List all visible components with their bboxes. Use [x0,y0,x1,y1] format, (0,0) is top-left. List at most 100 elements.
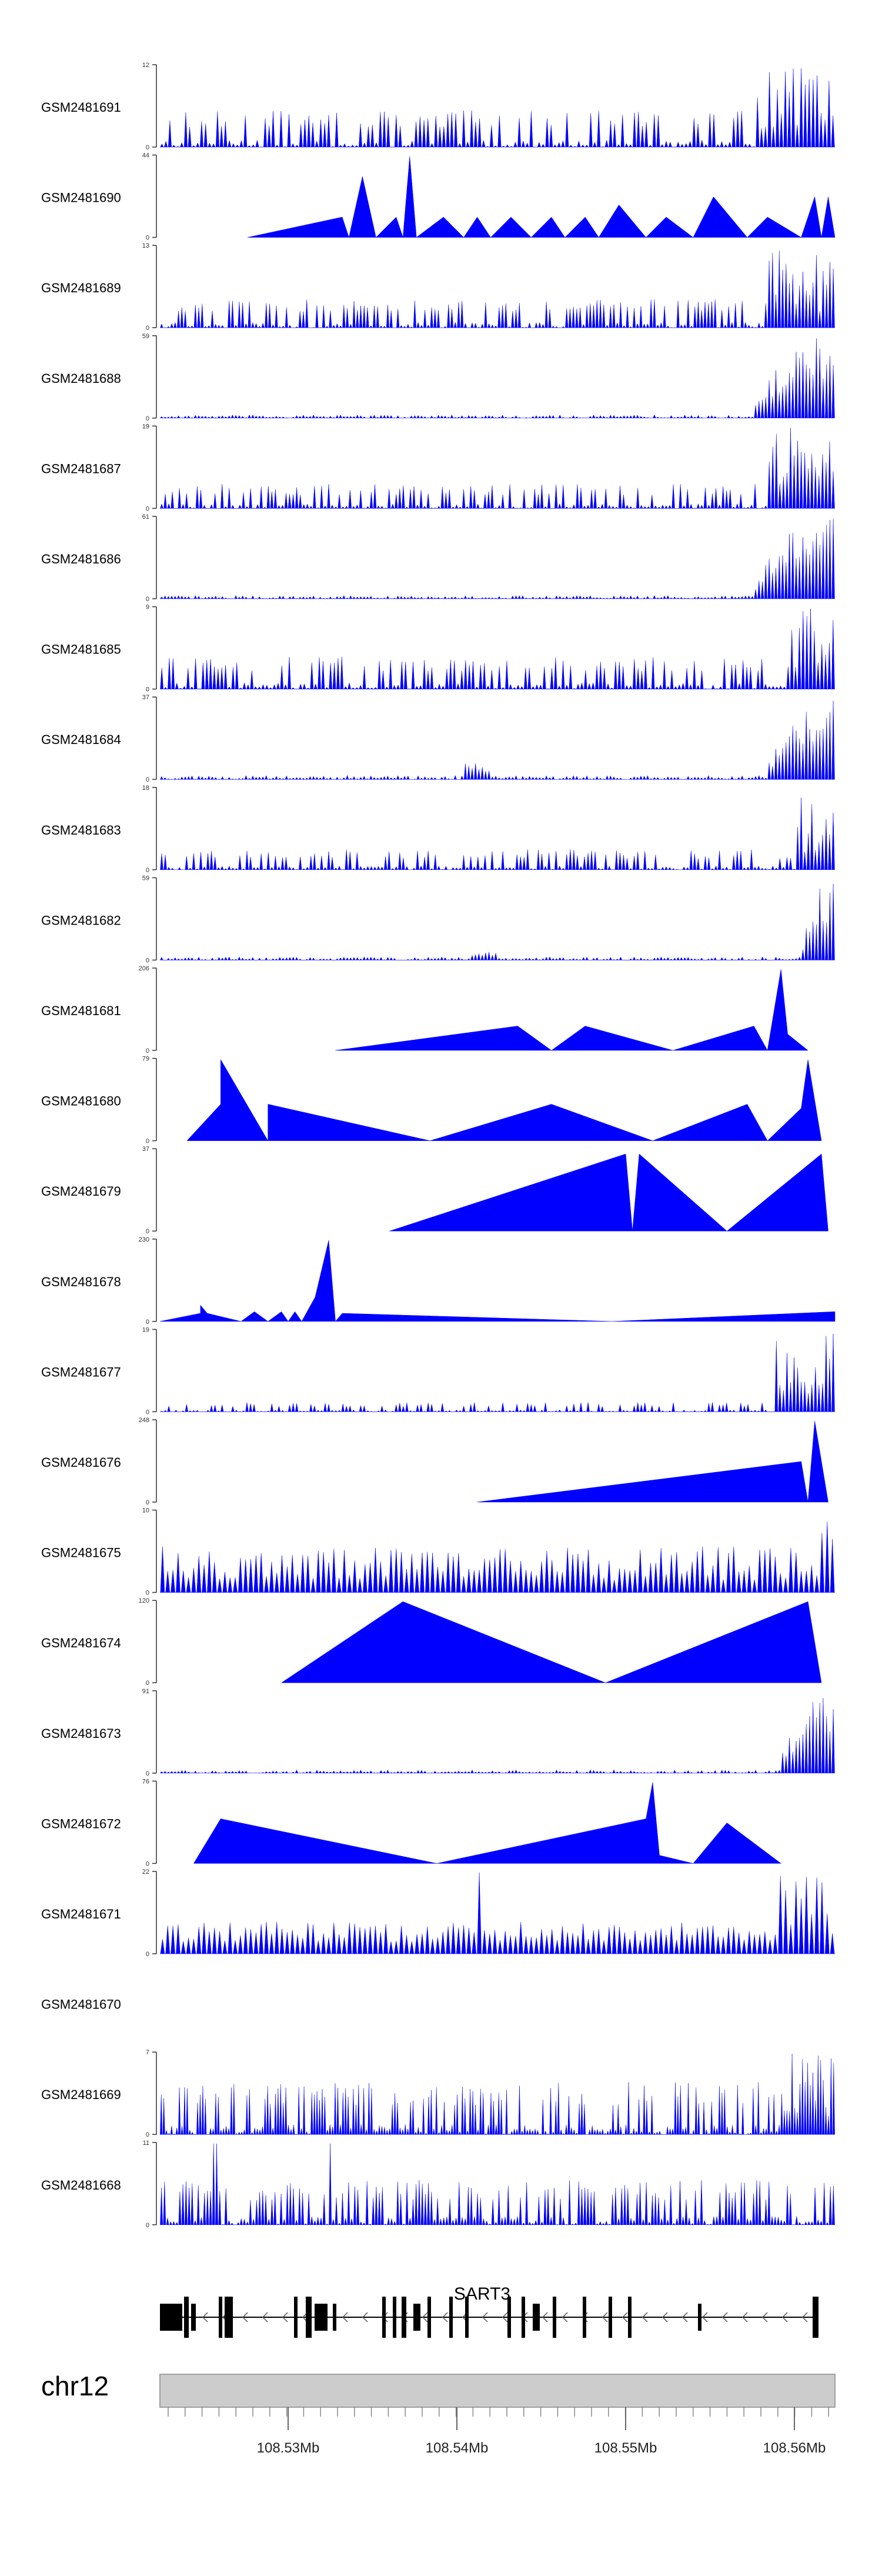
track-label: GSM2481688 [41,371,121,386]
strand-arrow [442,2312,448,2323]
track-GSM2481684: GSM2481684 37 0 [41,694,835,783]
y-min-label: 0 [146,415,149,422]
track-label: GSM2481669 [41,2087,121,2102]
axis-tick-label: 108.56Mb [763,2440,826,2456]
coverage-area [160,1872,835,1954]
track-label: GSM2481684 [41,732,121,747]
strand-arrow [681,2312,688,2323]
coverage-area [193,1782,781,1864]
track-GSM2481689: GSM2481689 13 0 [41,242,835,332]
track-label: GSM2481681 [41,1003,121,1018]
track-label: GSM2481675 [41,1546,121,1560]
gene-exon [191,2304,196,2331]
y-max-label: 44 [142,152,149,159]
strand-arrow [741,2312,748,2323]
coverage-area [160,700,835,780]
gene-exon [628,2297,632,2338]
y-min-label: 0 [146,325,149,332]
coverage-area [160,519,835,599]
y-min-label: 0 [146,1770,149,1777]
strand-arrow [721,2312,728,2323]
gene-exon [522,2297,525,2338]
y-min-label: 0 [146,1138,149,1145]
strand-arrow [701,2312,708,2323]
track-GSM2481686: GSM2481686 61 0 [41,513,835,603]
coverage-area [160,608,835,689]
y-max-label: 10 [142,1507,149,1514]
strand-arrow [801,2312,808,2323]
y-min-label: 0 [146,2131,149,2138]
track-label: GSM2481689 [41,281,121,295]
gene-exon [507,2297,511,2338]
track-label: GSM2481679 [41,1184,121,1199]
y-max-label: 230 [139,1236,149,1243]
coverage-area [160,250,835,328]
strand-arrow [202,2312,208,2323]
y-min-label: 0 [146,776,149,783]
coverage-area [160,1698,835,1774]
track-GSM2481690: GSM2481690 44 0 [41,152,836,242]
gene-exon [413,2304,420,2331]
y-max-label: 76 [142,1778,149,1785]
track-GSM2481669: GSM2481669 7 0 [41,2049,835,2138]
strand-arrow [642,2312,648,2323]
strand-arrow [781,2312,788,2323]
strand-arrow [761,2312,768,2323]
track-GSM2481678: GSM2481678 230 0 [41,1236,836,1326]
y-min-label: 0 [146,505,149,512]
y-min-label: 0 [146,1680,149,1687]
axis-tick-label: 108.54Mb [426,2440,489,2456]
track-GSM2481676: GSM2481676 248 0 [41,1417,828,1506]
coverage-area [248,156,836,238]
track-GSM2481681: GSM2481681 206 0 [41,965,808,1055]
track-label: GSM2481690 [41,191,121,205]
y-max-label: 9 [146,604,149,611]
coverage-area [335,969,808,1051]
track-GSM2481670: GSM2481670 [41,1997,121,2012]
track-GSM2481688: GSM2481688 59 0 [41,333,835,422]
gene-exon [225,2297,233,2338]
genome-axis: 108.53Mb 108.54Mb 108.55Mb 108.56Mb [168,2407,829,2456]
y-max-label: 59 [142,333,149,340]
gene-exon [160,2304,182,2331]
gene-exon [427,2297,431,2338]
coverage-area [159,1240,836,1322]
track-GSM2481677: GSM2481677 19 0 [41,1326,835,1416]
coverage-area [160,338,835,419]
coverage-area [477,1420,828,1503]
y-max-label: 12 [142,62,149,69]
gene-exon [465,2297,469,2338]
axis-tick-label: 108.53Mb [257,2440,320,2456]
strand-arrow [562,2312,568,2323]
track-label: GSM2481682 [41,913,121,927]
y-min-label: 0 [146,1590,149,1597]
y-min-label: 0 [146,1499,149,1506]
track-label: GSM2481687 [41,461,121,476]
strand-arrow [282,2312,288,2323]
track-GSM2481672: GSM2481672 76 0 [41,1778,781,1867]
y-max-label: 22 [142,1868,149,1876]
gene-exon [813,2297,818,2338]
y-min-label: 0 [146,686,149,693]
gene-model: SART3 [160,2284,818,2338]
y-max-label: 18 [142,785,149,792]
track-GSM2481685: GSM2481685 9 0 [41,604,835,693]
track-label: GSM2481673 [41,1726,121,1741]
chromosome-bar [159,2374,836,2408]
gene-exon [698,2304,701,2331]
coverage-area [389,1153,828,1232]
y-max-label: 13 [142,242,149,249]
track-GSM2481668: GSM2481668 11 0 [41,2140,835,2229]
track-label: GSM2481686 [41,552,121,566]
y-min-label: 0 [146,867,149,874]
gene-exon [393,2297,396,2338]
track-GSM2481691: GSM2481691 12 0 [41,62,835,151]
coverage-area [160,428,835,509]
track-GSM2481680: GSM2481680 79 0 [41,1056,822,1145]
track-label: GSM2481683 [41,823,121,837]
strand-arrow [602,2312,608,2323]
track-GSM2481679: GSM2481679 37 0 [41,1146,828,1235]
gene-label: SART3 [454,2284,510,2304]
strand-arrow [662,2312,668,2323]
strand-arrow [542,2312,548,2323]
